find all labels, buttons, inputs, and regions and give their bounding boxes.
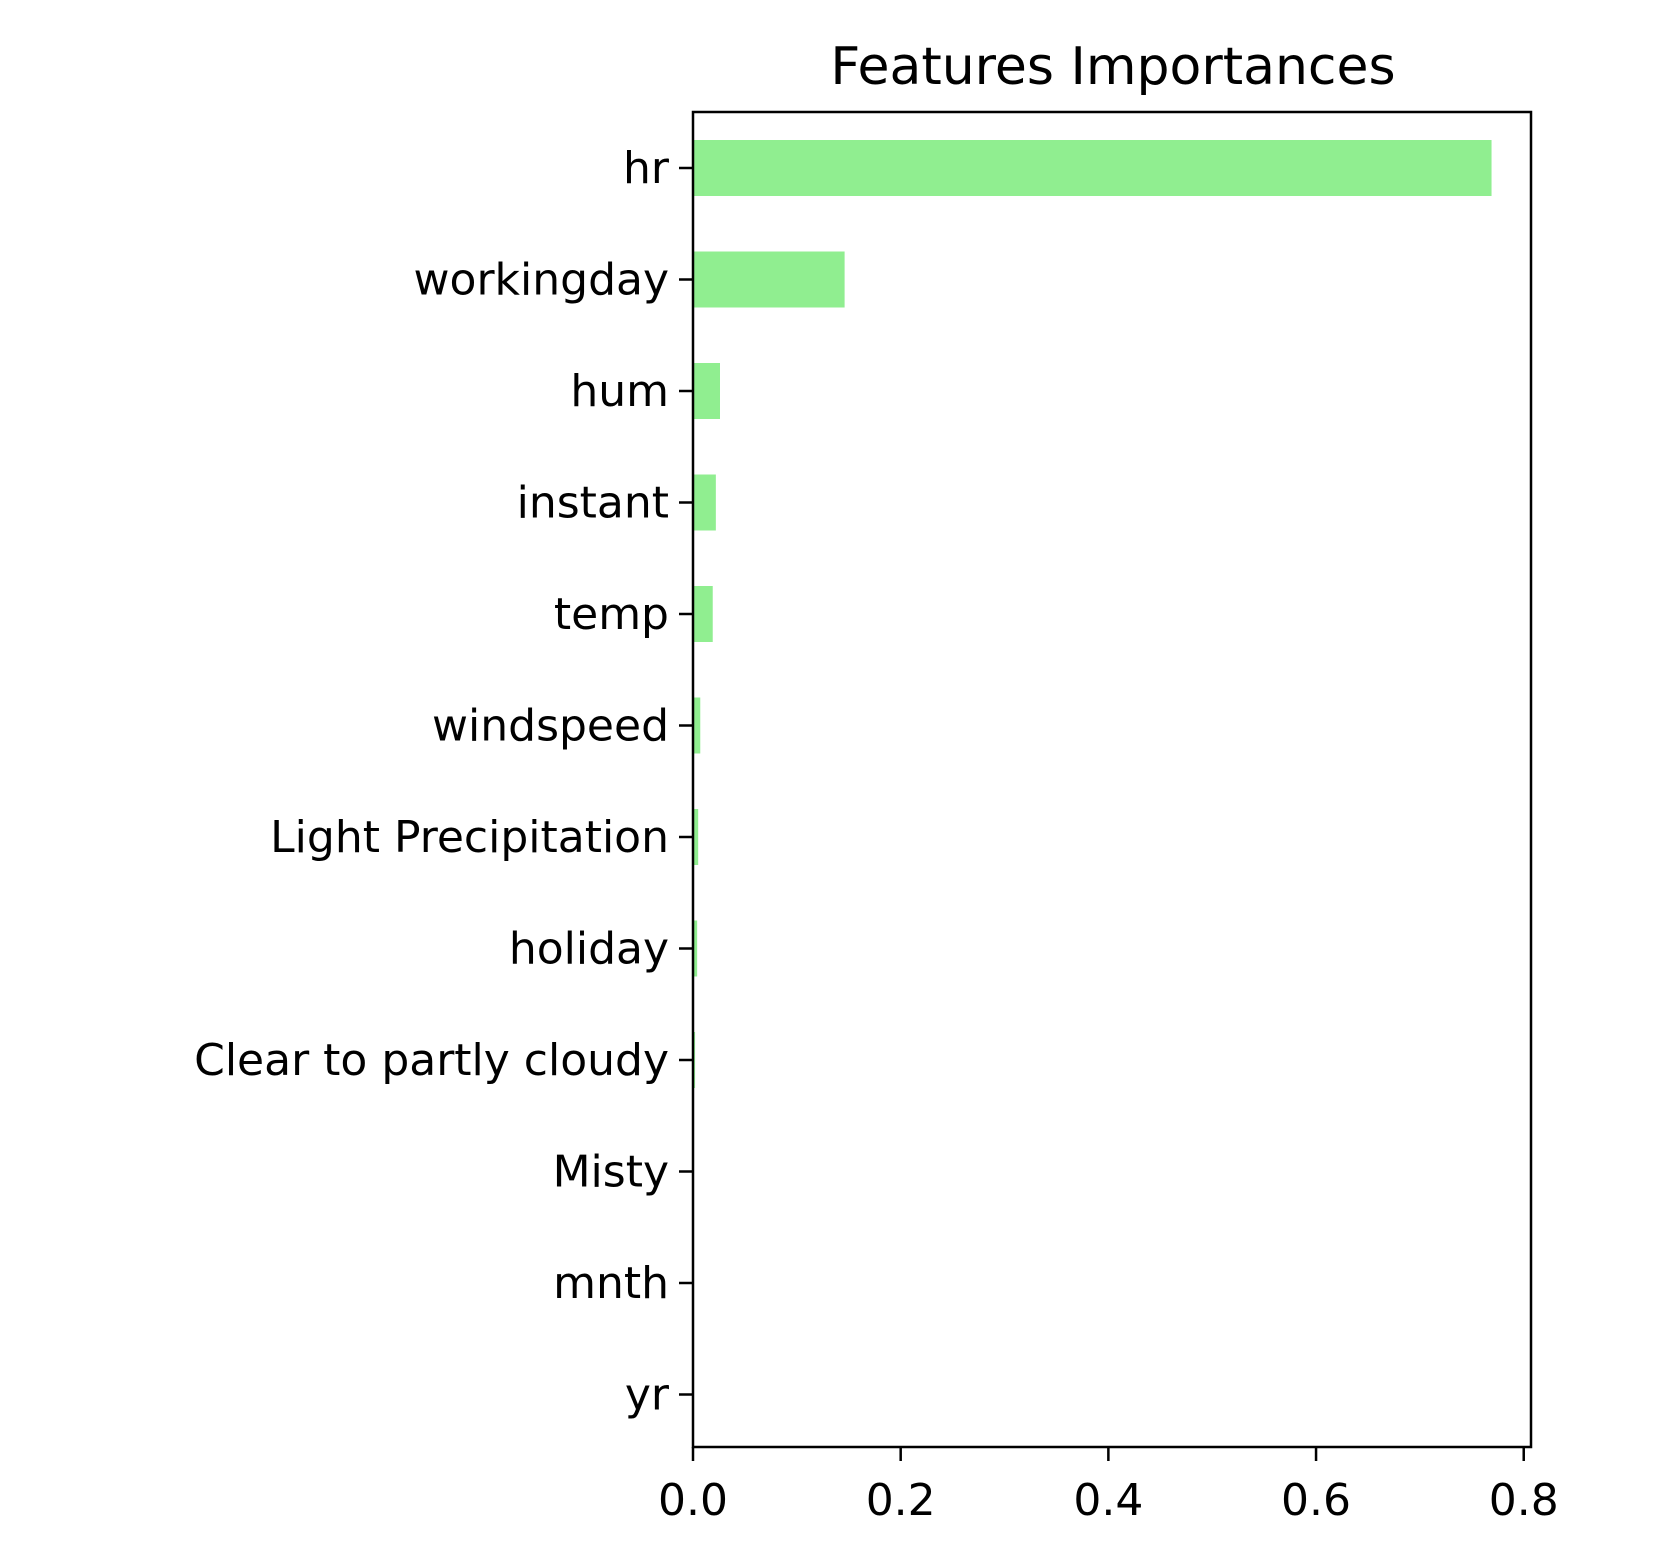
y-tick-label: hum xyxy=(570,366,669,417)
y-tick-label: windspeed xyxy=(432,701,669,752)
y-tick-label: Misty xyxy=(553,1147,669,1198)
x-axis-ticks: 0.0 0.2 0.4 0.6 0.8 xyxy=(658,1447,1559,1526)
bar-workingday xyxy=(693,251,845,308)
y-tick-label: workingday xyxy=(414,255,669,306)
x-tick-label: 0.0 xyxy=(658,1475,728,1526)
bars-group xyxy=(693,140,1492,1423)
bar-hum xyxy=(693,363,720,419)
bar-windspeed xyxy=(693,697,701,754)
bar-temp xyxy=(693,586,713,642)
y-tick-label: instant xyxy=(517,478,669,529)
y-tick-label: temp xyxy=(554,589,669,640)
plot-frame xyxy=(691,110,1533,1449)
x-tick-label: 0.2 xyxy=(866,1475,936,1526)
chart-title: Features Importances xyxy=(830,37,1395,97)
y-axis-ticks: hr workingday hum instant temp windspeed Light… xyxy=(194,143,693,1421)
y-tick-label: mnth xyxy=(553,1258,669,1309)
x-tick-label: 0.8 xyxy=(1489,1475,1559,1526)
y-tick-label: Light Precipitation xyxy=(270,812,669,863)
bar-instant xyxy=(693,474,716,531)
y-tick-label: Clear to partly cloudy xyxy=(194,1035,669,1086)
x-tick-label: 0.4 xyxy=(1073,1475,1143,1526)
y-tick-label: yr xyxy=(625,1370,670,1421)
y-tick-label: holiday xyxy=(509,924,669,975)
x-tick-label: 0.6 xyxy=(1281,1475,1351,1526)
y-tick-label: hr xyxy=(623,143,670,194)
bar-holiday xyxy=(693,920,698,977)
bar-light-precipitation xyxy=(693,809,699,865)
bar-hr xyxy=(693,140,1492,196)
